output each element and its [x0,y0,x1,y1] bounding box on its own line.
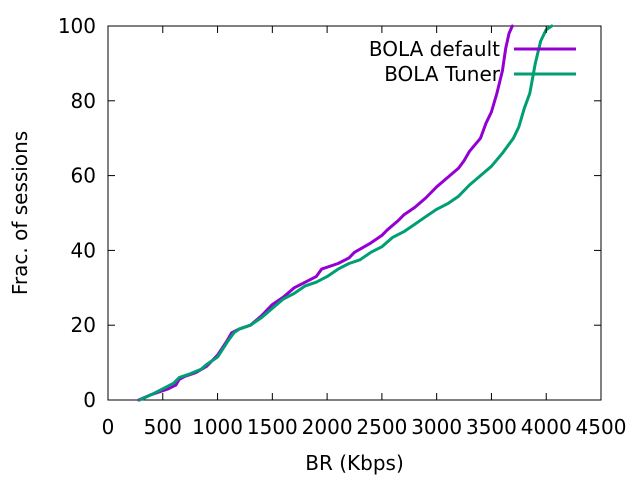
x-tick-label: 3000 [411,415,462,439]
x-tick-label: 500 [144,415,182,439]
y-tick-label: 60 [71,164,96,188]
x-tick-label: 2500 [356,415,407,439]
y-tick-label: 80 [71,89,96,113]
x-tick-label: 1500 [247,415,298,439]
series-layer [137,24,554,402]
legend-label-bola-tuner: BOLA Tuner [384,62,501,86]
y-tick-label: 20 [71,313,96,337]
x-tick-label: 1000 [192,415,243,439]
y-axis: 0 20 40 60 80 100 [58,14,96,412]
x-tick-label: 2000 [302,415,353,439]
y-tick-label: 0 [83,388,96,412]
x-tick-label: 4500 [576,415,627,439]
y-tick-label: 40 [71,238,96,262]
y-tick-label: 100 [58,14,96,38]
x-tick-label: 0 [102,415,115,439]
x-tick-label: 3500 [466,415,517,439]
x-axis: 0 500 1000 1500 2000 2500 3000 3500 4000 4500 [102,415,627,439]
plot-frame [107,25,602,401]
plot-area [107,24,602,402]
tick-marks [107,25,602,401]
legend-label-bola-default: BOLA default [369,37,500,61]
x-axis-label: BR (Kbps) [305,451,404,475]
y-axis-label: Frac. of sessions [8,131,32,295]
series-line-bola-tuner [138,24,554,402]
legend: BOLA default BOLA Tuner [369,37,576,86]
x-tick-label: 4000 [521,415,572,439]
